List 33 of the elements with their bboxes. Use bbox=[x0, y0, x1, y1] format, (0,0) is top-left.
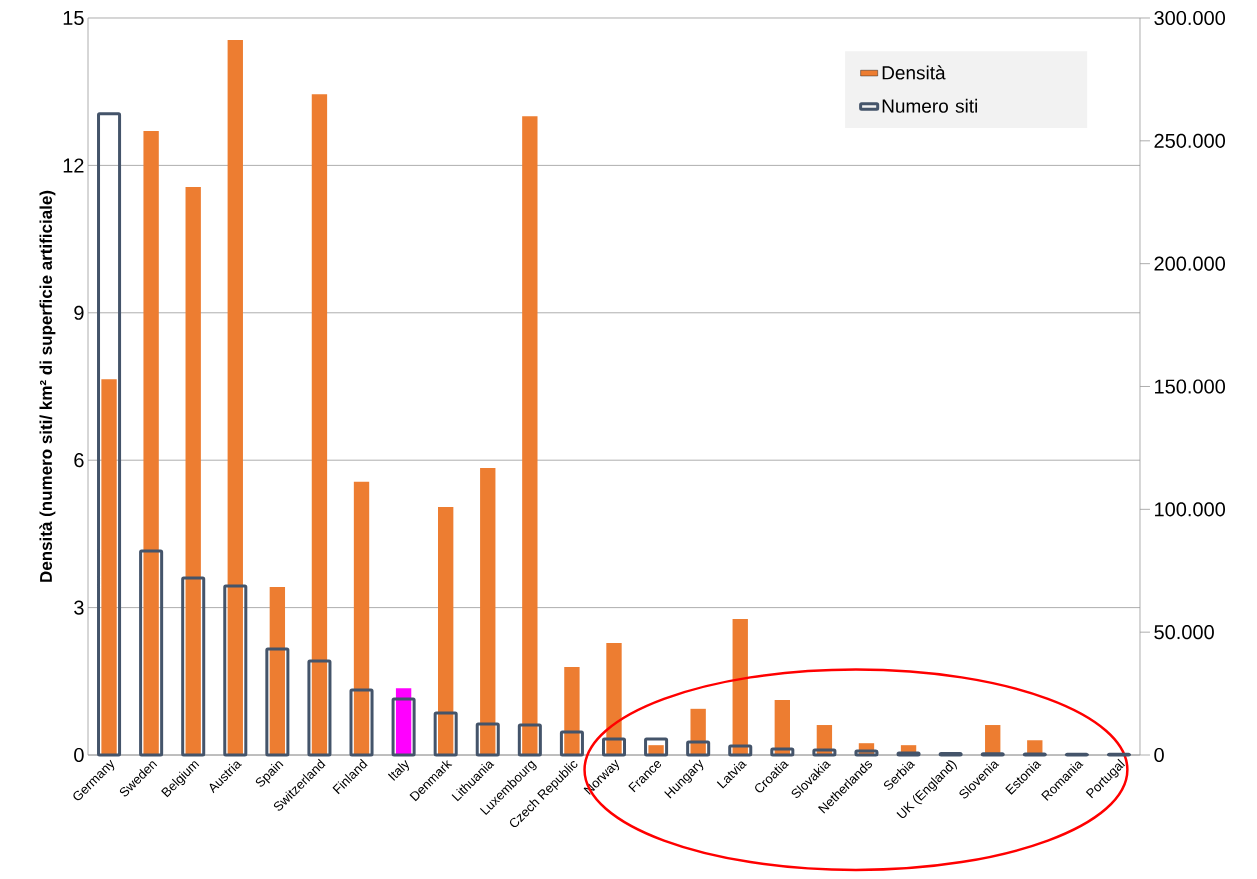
legend-label: Densità bbox=[882, 65, 946, 80]
bar bbox=[143, 131, 159, 755]
bar bbox=[438, 506, 454, 755]
y-tick-label: 6 bbox=[74, 453, 84, 468]
y-tick-label: 12 bbox=[63, 158, 84, 173]
bar bbox=[732, 618, 748, 755]
y2-tick-label: 150.000 bbox=[1155, 379, 1226, 394]
bar bbox=[564, 667, 580, 755]
y-tick-label: 0 bbox=[74, 747, 84, 763]
legend-label: Numero siti bbox=[882, 98, 978, 113]
bar bbox=[269, 586, 286, 755]
y2-tick-label: 200.000 bbox=[1154, 256, 1226, 271]
bar bbox=[227, 40, 243, 755]
bar bbox=[690, 708, 706, 755]
bar bbox=[185, 187, 201, 755]
y-tick-label: 3 bbox=[74, 600, 84, 615]
bar bbox=[606, 642, 622, 755]
bar bbox=[395, 688, 412, 755]
bar bbox=[480, 468, 496, 755]
y2-tick-label: 300.000 bbox=[1154, 10, 1226, 26]
y-tick-label: 9 bbox=[74, 305, 84, 320]
bar bbox=[522, 116, 538, 755]
y-tick-label: 15 bbox=[63, 11, 84, 25]
y2-tick-label: 100.000 bbox=[1155, 502, 1226, 517]
y-axis-title: Densità (numero siti/ km² di superficie artificiale) bbox=[39, 190, 56, 582]
y2-tick-label: 0 bbox=[1154, 747, 1164, 763]
y2-tick-label: 50.000 bbox=[1154, 625, 1214, 640]
x-tick-label: Italy bbox=[387, 759, 410, 781]
bar bbox=[311, 94, 328, 755]
bar bbox=[101, 379, 117, 755]
bar bbox=[353, 481, 370, 755]
y2-tick-label: 250.000 bbox=[1154, 133, 1226, 148]
bar bbox=[774, 699, 790, 755]
